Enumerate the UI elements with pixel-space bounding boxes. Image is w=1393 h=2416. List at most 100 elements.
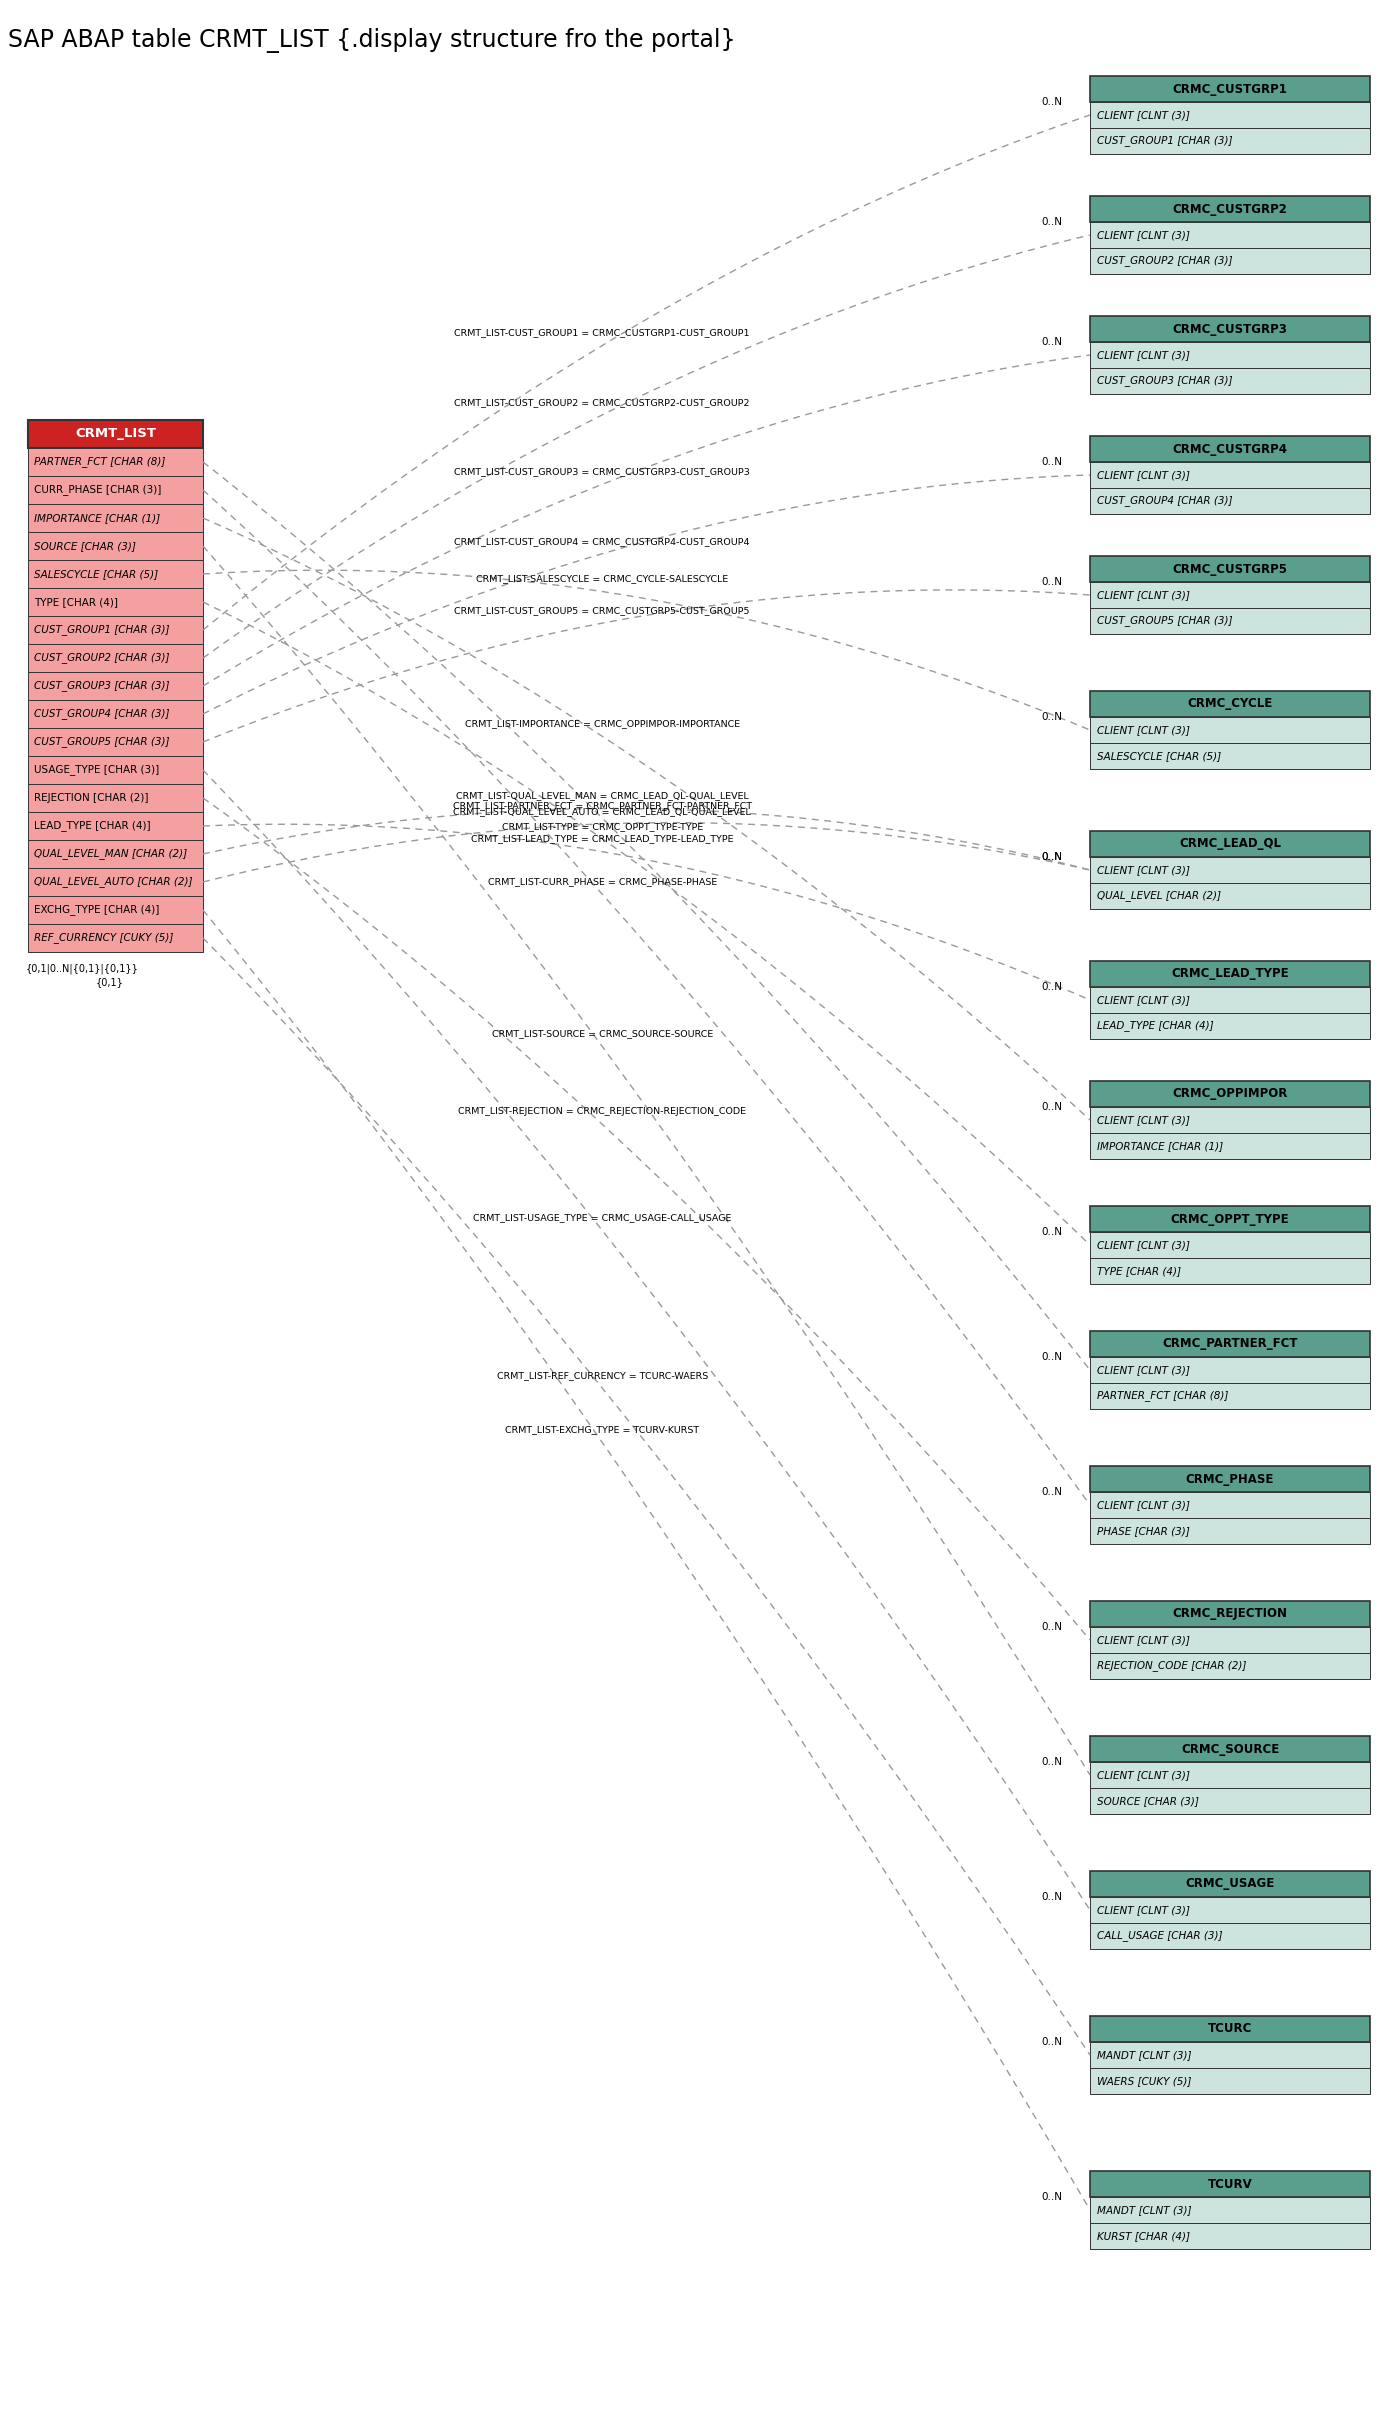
FancyBboxPatch shape <box>1089 1232 1369 1259</box>
Text: CUST_GROUP2 [CHAR (3)]: CUST_GROUP2 [CHAR (3)] <box>1098 256 1233 266</box>
Text: CRMT_LIST-PARTNER_FCT = CRMC_PARTNER_FCT-PARTNER_FCT: CRMT_LIST-PARTNER_FCT = CRMC_PARTNER_FCT… <box>453 802 752 809</box>
FancyBboxPatch shape <box>28 756 203 785</box>
FancyBboxPatch shape <box>1089 1107 1369 1133</box>
FancyBboxPatch shape <box>1089 962 1369 988</box>
Text: CRMT_LIST-CUST_GROUP2 = CRMC_CUSTGRP2-CUST_GROUP2: CRMT_LIST-CUST_GROUP2 = CRMC_CUSTGRP2-CU… <box>454 399 749 406</box>
Text: CRMT_LIST: CRMT_LIST <box>75 428 156 440</box>
Text: 0..N: 0..N <box>1041 457 1061 466</box>
FancyBboxPatch shape <box>1089 1761 1369 1788</box>
FancyBboxPatch shape <box>1089 2223 1369 2249</box>
Text: QUAL_LEVEL [CHAR (2)]: QUAL_LEVEL [CHAR (2)] <box>1098 892 1222 901</box>
Text: CRMT_LIST-TYPE = CRMC_OPPT_TYPE-TYPE: CRMT_LIST-TYPE = CRMC_OPPT_TYPE-TYPE <box>501 821 703 831</box>
FancyBboxPatch shape <box>1089 75 1369 101</box>
Text: QUAL_LEVEL_MAN [CHAR (2)]: QUAL_LEVEL_MAN [CHAR (2)] <box>33 848 187 860</box>
Text: REF_CURRENCY [CUKY (5)]: REF_CURRENCY [CUKY (5)] <box>33 933 173 945</box>
Text: CALL_USAGE [CHAR (3)]: CALL_USAGE [CHAR (3)] <box>1098 1930 1223 1942</box>
Text: CLIENT [CLNT (3)]: CLIENT [CLNT (3)] <box>1098 725 1190 734</box>
FancyBboxPatch shape <box>1089 609 1369 633</box>
Text: 0..N: 0..N <box>1041 1892 1061 1901</box>
Text: EXCHG_TYPE [CHAR (4)]: EXCHG_TYPE [CHAR (4)] <box>33 904 159 916</box>
Text: CRMT_LIST-QUAL_LEVEL_MAN = CRMC_LEAD_QL-QUAL_LEVEL: CRMT_LIST-QUAL_LEVEL_MAN = CRMC_LEAD_QL-… <box>456 792 748 800</box>
FancyBboxPatch shape <box>1089 1737 1369 1761</box>
FancyBboxPatch shape <box>28 420 203 447</box>
Text: 0..N: 0..N <box>1041 853 1061 863</box>
Text: LEAD_TYPE [CHAR (4)]: LEAD_TYPE [CHAR (4)] <box>1098 1020 1213 1032</box>
FancyBboxPatch shape <box>1089 1653 1369 1679</box>
Text: PARTNER_FCT [CHAR (8)]: PARTNER_FCT [CHAR (8)] <box>1098 1392 1229 1401</box>
Text: 0..N: 0..N <box>1041 217 1061 227</box>
Text: CLIENT [CLNT (3)]: CLIENT [CLNT (3)] <box>1098 1365 1190 1375</box>
FancyBboxPatch shape <box>28 447 203 476</box>
Text: CUST_GROUP5 [CHAR (3)]: CUST_GROUP5 [CHAR (3)] <box>1098 616 1233 626</box>
Text: {0,1}: {0,1} <box>96 976 124 988</box>
FancyBboxPatch shape <box>28 896 203 923</box>
Text: SAP ABAP table CRMT_LIST {.display structure fro the portal}: SAP ABAP table CRMT_LIST {.display struc… <box>8 29 736 53</box>
FancyBboxPatch shape <box>1089 343 1369 367</box>
Text: CLIENT [CLNT (3)]: CLIENT [CLNT (3)] <box>1098 865 1190 875</box>
Text: WAERS [CUKY (5)]: WAERS [CUKY (5)] <box>1098 2075 1191 2085</box>
Text: CRMT_LIST-CUST_GROUP4 = CRMC_CUSTGRP4-CUST_GROUP4: CRMT_LIST-CUST_GROUP4 = CRMC_CUSTGRP4-CU… <box>454 536 749 546</box>
FancyBboxPatch shape <box>1089 1012 1369 1039</box>
FancyBboxPatch shape <box>28 841 203 867</box>
FancyBboxPatch shape <box>1089 831 1369 858</box>
Text: KURST [CHAR (4)]: KURST [CHAR (4)] <box>1098 2230 1190 2242</box>
Text: CUST_GROUP3 [CHAR (3)]: CUST_GROUP3 [CHAR (3)] <box>33 681 170 691</box>
FancyBboxPatch shape <box>1089 718 1369 744</box>
Text: CRMT_LIST-IMPORTANCE = CRMC_OPPIMPOR-IMPORTANCE: CRMT_LIST-IMPORTANCE = CRMC_OPPIMPOR-IMP… <box>465 720 740 727</box>
Text: CUST_GROUP5 [CHAR (3)]: CUST_GROUP5 [CHAR (3)] <box>33 737 170 747</box>
FancyBboxPatch shape <box>1089 1788 1369 1814</box>
Text: 0..N: 0..N <box>1041 1353 1061 1363</box>
FancyBboxPatch shape <box>28 587 203 616</box>
FancyBboxPatch shape <box>28 505 203 532</box>
Text: CRMC_OPPIMPOR: CRMC_OPPIMPOR <box>1173 1087 1287 1102</box>
FancyBboxPatch shape <box>1089 691 1369 718</box>
Text: CUST_GROUP1 [CHAR (3)]: CUST_GROUP1 [CHAR (3)] <box>33 626 170 635</box>
FancyBboxPatch shape <box>1089 582 1369 609</box>
Text: CLIENT [CLNT (3)]: CLIENT [CLNT (3)] <box>1098 1904 1190 1916</box>
Text: REJECTION_CODE [CHAR (2)]: REJECTION_CODE [CHAR (2)] <box>1098 1660 1247 1672</box>
Text: 0..N: 0..N <box>1041 97 1061 106</box>
FancyBboxPatch shape <box>1089 1517 1369 1544</box>
FancyBboxPatch shape <box>1089 988 1369 1012</box>
Text: TCURC: TCURC <box>1208 2022 1252 2037</box>
Text: CUST_GROUP3 [CHAR (3)]: CUST_GROUP3 [CHAR (3)] <box>1098 374 1233 387</box>
Text: CRMT_LIST-EXCHG_TYPE = TCURV-KURST: CRMT_LIST-EXCHG_TYPE = TCURV-KURST <box>506 1425 699 1435</box>
Text: CRMT_LIST-CURR_PHASE = CRMC_PHASE-PHASE: CRMT_LIST-CURR_PHASE = CRMC_PHASE-PHASE <box>488 877 717 887</box>
FancyBboxPatch shape <box>1089 1493 1369 1517</box>
Text: CRMC_USAGE: CRMC_USAGE <box>1185 1877 1275 1889</box>
Text: {0,1|0..N|{0,1}|{0,1}}: {0,1|0..N|{0,1}|{0,1}} <box>26 964 139 974</box>
Text: CRMC_CUSTGRP4: CRMC_CUSTGRP4 <box>1173 442 1287 457</box>
Text: CURR_PHASE [CHAR (3)]: CURR_PHASE [CHAR (3)] <box>33 486 162 495</box>
FancyBboxPatch shape <box>28 476 203 505</box>
FancyBboxPatch shape <box>28 701 203 727</box>
FancyBboxPatch shape <box>28 672 203 701</box>
Text: TYPE [CHAR (4)]: TYPE [CHAR (4)] <box>1098 1266 1181 1276</box>
FancyBboxPatch shape <box>1089 1382 1369 1409</box>
Text: 0..N: 0..N <box>1041 981 1061 993</box>
FancyBboxPatch shape <box>1089 1259 1369 1283</box>
Text: SOURCE [CHAR (3)]: SOURCE [CHAR (3)] <box>33 541 137 551</box>
Text: CLIENT [CLNT (3)]: CLIENT [CLNT (3)] <box>1098 471 1190 481</box>
Text: SALESCYCLE [CHAR (5)]: SALESCYCLE [CHAR (5)] <box>1098 751 1222 761</box>
FancyBboxPatch shape <box>28 532 203 561</box>
FancyBboxPatch shape <box>28 616 203 645</box>
FancyBboxPatch shape <box>1089 1870 1369 1897</box>
Text: CRMT_LIST-QUAL_LEVEL_AUTO = CRMC_LEAD_QL-QUAL_LEVEL: CRMT_LIST-QUAL_LEVEL_AUTO = CRMC_LEAD_QL… <box>453 807 751 817</box>
FancyBboxPatch shape <box>1089 1358 1369 1382</box>
Text: CRMC_CYCLE: CRMC_CYCLE <box>1187 698 1273 710</box>
FancyBboxPatch shape <box>1089 488 1369 515</box>
Text: CRMC_REJECTION: CRMC_REJECTION <box>1173 1607 1287 1621</box>
Text: PARTNER_FCT [CHAR (8)]: PARTNER_FCT [CHAR (8)] <box>33 457 166 466</box>
FancyBboxPatch shape <box>1089 2196 1369 2223</box>
Text: CUST_GROUP4 [CHAR (3)]: CUST_GROUP4 [CHAR (3)] <box>1098 495 1233 507</box>
Text: CRMT_LIST-REJECTION = CRMC_REJECTION-REJECTION_CODE: CRMT_LIST-REJECTION = CRMC_REJECTION-REJ… <box>458 1107 747 1116</box>
Text: CRMC_CUSTGRP3: CRMC_CUSTGRP3 <box>1173 321 1287 336</box>
FancyBboxPatch shape <box>1089 556 1369 582</box>
Text: CRMT_LIST-LEAD_TYPE = CRMC_LEAD_TYPE-LEAD_TYPE: CRMT_LIST-LEAD_TYPE = CRMC_LEAD_TYPE-LEA… <box>471 834 733 843</box>
FancyBboxPatch shape <box>1089 1080 1369 1107</box>
FancyBboxPatch shape <box>1089 882 1369 908</box>
FancyBboxPatch shape <box>28 812 203 841</box>
Text: MANDT [CLNT (3)]: MANDT [CLNT (3)] <box>1098 2051 1191 2061</box>
Text: 0..N: 0..N <box>1041 713 1061 722</box>
FancyBboxPatch shape <box>1089 316 1369 343</box>
